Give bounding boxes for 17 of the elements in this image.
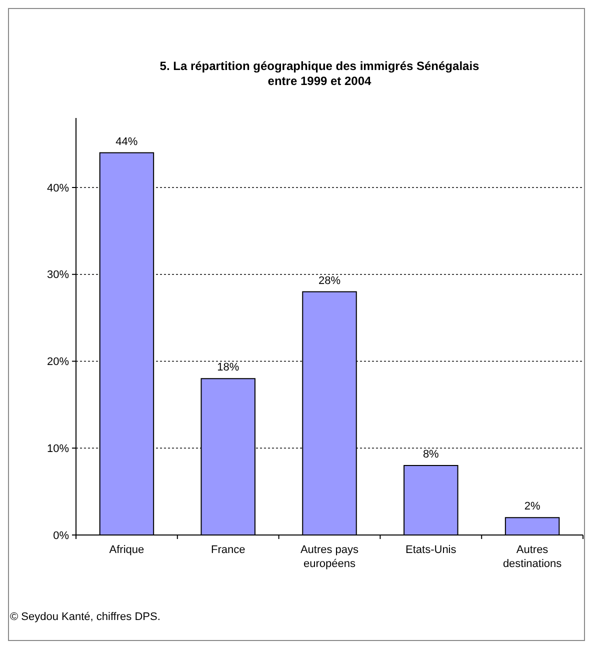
y-tick-label: 40% — [46, 182, 70, 194]
x-tick-label: Etats-Unis — [406, 544, 457, 556]
y-tick-label: 10% — [46, 442, 70, 455]
x-tick-label: Afrique — [109, 544, 144, 556]
y-tick-label: 30% — [46, 269, 70, 282]
x-tick-label: France — [210, 544, 246, 556]
x-tick-label: Autres pays européens — [300, 544, 360, 570]
x-tick-label: Autres destinations — [502, 544, 562, 570]
text: © Seydou Kanté, chiffres DPS. — [10, 611, 160, 623]
data-label: 44% — [116, 136, 138, 148]
data-label: 18% — [217, 362, 240, 374]
data-label: 2% — [524, 500, 540, 513]
data-label: 8% — [422, 448, 440, 460]
data-label: 28% — [318, 274, 341, 287]
y-tick-label: 0% — [53, 530, 70, 542]
chart-title: 5. La répartition géographique des immigrés Sénégalais entre 1999 et 2004 — [160, 59, 480, 88]
y-tick-label: 20% — [46, 356, 70, 368]
